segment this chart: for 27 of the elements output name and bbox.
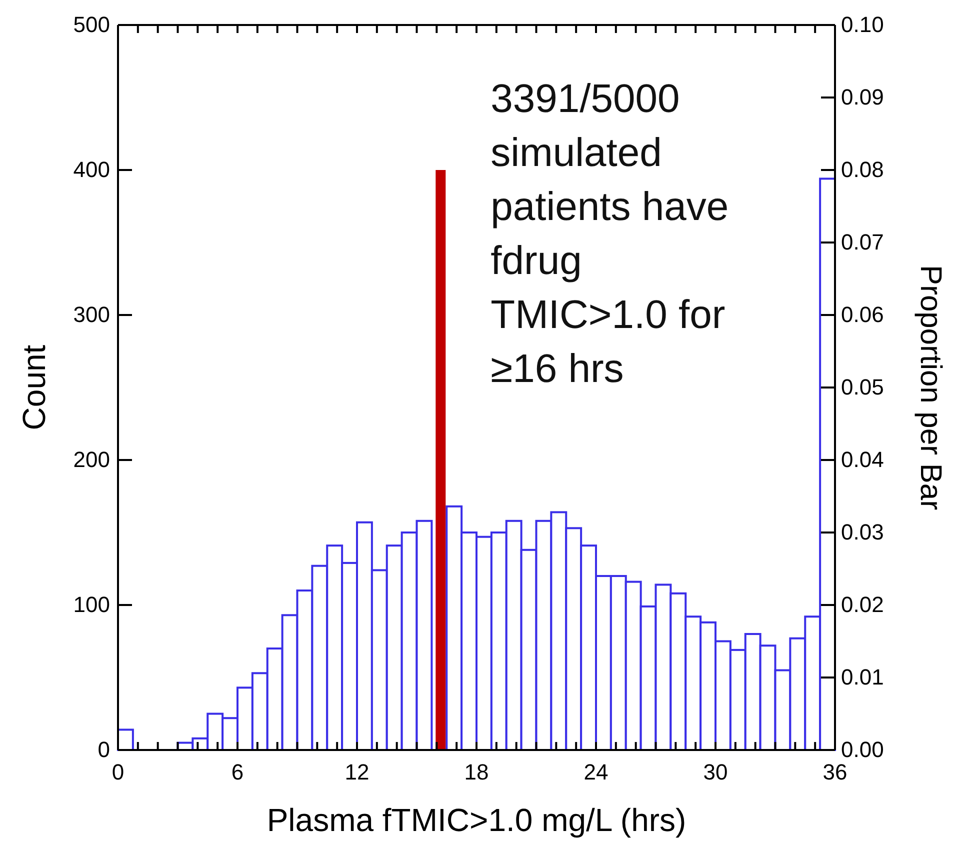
- y2-tick-label: 0.05: [841, 374, 884, 400]
- x-tick-label: 6: [231, 760, 244, 785]
- annotation: 3391/5000 simulated patients have fdrug TMIC>1.0 for ≥16 hrs: [490, 77, 729, 391]
- y2-axis-title: Proportion per Bar: [914, 264, 947, 510]
- y-tick-label: 500: [73, 12, 110, 38]
- y-tick-label: 300: [73, 302, 110, 328]
- y2-tick-label: 0.10: [841, 12, 884, 38]
- x-tick-label: 30: [703, 760, 728, 785]
- x-tick-label: 18: [464, 760, 489, 785]
- y-tick-label: 200: [73, 447, 110, 472]
- y2-tick-label: 0.00: [841, 737, 884, 762]
- y2-tick-label: 0.03: [841, 520, 884, 545]
- y2-tick-label: 0.07: [841, 230, 884, 255]
- y-tick-label: 0: [98, 737, 110, 762]
- x-axis-title: Plasma fTMIC>1.0 mg/L (hrs): [266, 802, 686, 838]
- y-tick-label: 100: [73, 592, 110, 618]
- y2-tick-label: 0.02: [841, 592, 884, 618]
- y2-tick-label: 0.09: [841, 84, 884, 110]
- x-tick-label: 36: [822, 760, 848, 785]
- x-tick-label: 24: [584, 760, 608, 785]
- y2-tick-label: 0.04: [841, 447, 884, 472]
- y-tick-label: 400: [73, 157, 110, 182]
- y2-tick-label: 0.08: [841, 157, 884, 182]
- y2-tick-label: 0.06: [841, 302, 884, 328]
- y-axis-title: Count: [16, 344, 52, 430]
- x-tick-label: 12: [344, 760, 370, 785]
- y2-tick-label: 0.01: [841, 664, 884, 690]
